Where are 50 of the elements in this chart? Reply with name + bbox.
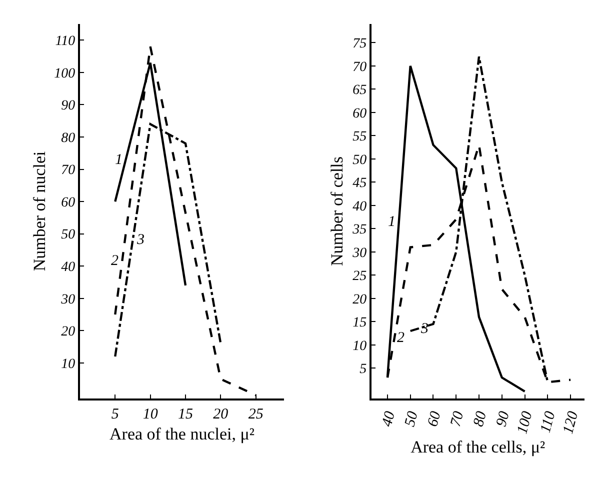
y-tick-label: 65 xyxy=(352,83,367,98)
y-tick-label: 60 xyxy=(352,106,367,122)
y-tick-label: 10 xyxy=(352,338,367,354)
x-tick-label: 10 xyxy=(142,406,158,422)
y-tick-label: 60 xyxy=(61,195,76,210)
y-tick-label: 40 xyxy=(352,199,367,214)
series-label: 3 xyxy=(420,321,428,337)
x-tick-label: 20 xyxy=(213,406,229,422)
x-axis-title: Area of the nuclei, μ² xyxy=(110,424,254,444)
y-tick-label: 15 xyxy=(352,316,367,331)
y-tick-label: 20 xyxy=(352,292,367,308)
y-axis-title: Number of cells xyxy=(328,156,347,266)
y-tick-label: 50 xyxy=(352,152,367,168)
y-tick-label: 30 xyxy=(352,246,367,261)
y-tick-label: 35 xyxy=(352,222,367,238)
y-tick-label: 5 xyxy=(360,362,367,378)
y-tick-label: 70 xyxy=(352,60,367,75)
series-label: 1 xyxy=(388,214,396,230)
y-tick-label: 80 xyxy=(61,130,76,146)
y-tick-label: 20 xyxy=(61,324,76,340)
y-tick-label: 25 xyxy=(352,269,367,284)
x-tick-label: 100 xyxy=(514,409,536,436)
y-tick-label: 70 xyxy=(61,163,76,178)
x-tick-label: 15 xyxy=(178,406,194,422)
y-tick-label: 75 xyxy=(352,36,367,52)
x-tick-label: 80 xyxy=(470,409,490,428)
y-tick-label: 30 xyxy=(60,292,76,308)
y-tick-label: 45 xyxy=(352,176,367,192)
x-tick-label: 110 xyxy=(538,409,559,435)
y-axis-title: Number of nuclei xyxy=(30,151,50,272)
y-tick-label: 100 xyxy=(54,66,76,82)
y-tick-label: 10 xyxy=(61,356,76,372)
x-axis-title: Area of the cells, μ² xyxy=(410,438,546,457)
series-label: 2 xyxy=(397,330,405,346)
series-label: 1 xyxy=(115,152,122,168)
x-tick-label: 60 xyxy=(425,409,444,428)
y-tick-label: 50 xyxy=(61,228,76,243)
y-tick-label: 90 xyxy=(61,98,76,114)
x-tick-label: 90 xyxy=(494,409,514,428)
x-tick-label: 70 xyxy=(448,409,468,428)
y-tick-label: 55 xyxy=(352,130,367,145)
x-tick-label: 40 xyxy=(379,409,399,428)
x-tick-label: 5 xyxy=(111,406,120,422)
y-tick-label: 40 xyxy=(61,260,76,276)
series-label: 3 xyxy=(136,232,144,248)
x-tick-label: 25 xyxy=(248,406,264,422)
series-label: 2 xyxy=(111,253,119,269)
x-tick-label: 50 xyxy=(402,409,422,428)
x-tick-label: 120 xyxy=(560,409,582,436)
y-tick-label: 110 xyxy=(55,34,76,50)
